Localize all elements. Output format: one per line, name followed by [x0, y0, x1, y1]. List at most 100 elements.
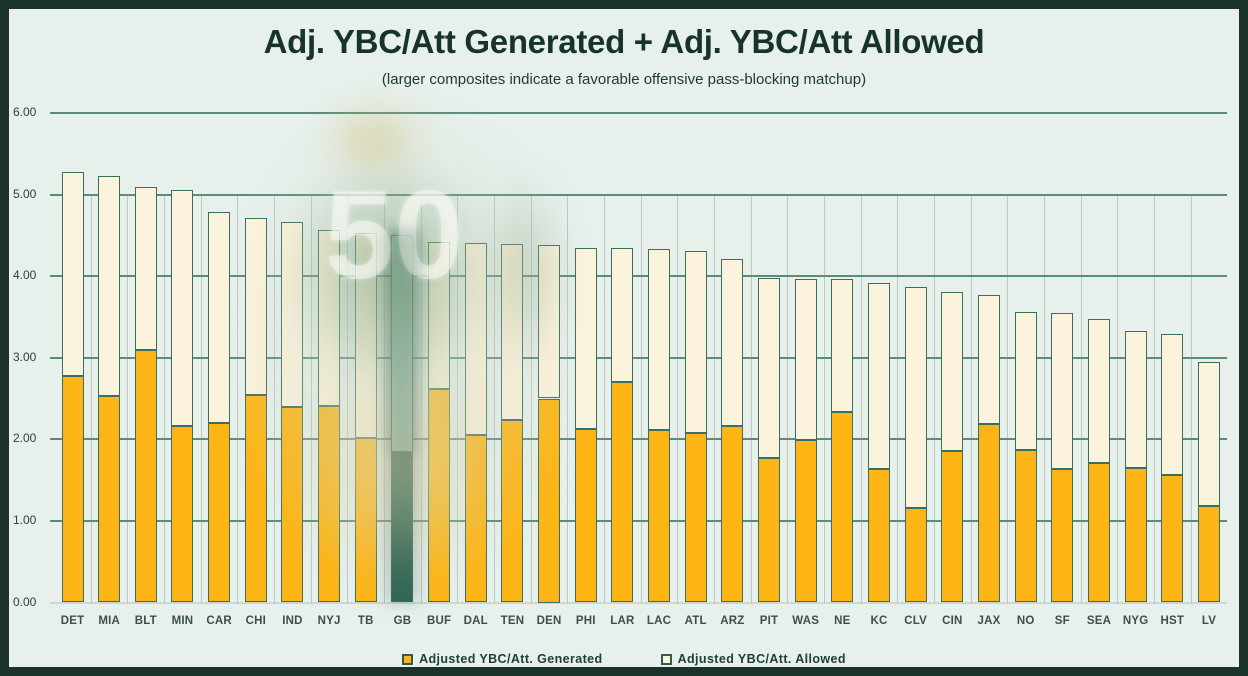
- grid-line: [50, 601, 1227, 604]
- bar-generated-segment: [574, 428, 597, 603]
- x-axis-label: NYG: [1122, 614, 1149, 627]
- bar-allowed-segment: [1124, 330, 1147, 468]
- bar-generated-segment: [318, 405, 341, 603]
- category-separator-line: [347, 194, 349, 603]
- x-axis-label: LV: [1201, 614, 1217, 627]
- y-axis-label: 3.00: [13, 349, 37, 364]
- bar-generated-segment: [501, 419, 524, 603]
- category-separator-line: [90, 194, 92, 603]
- x-axis-label: PIT: [759, 614, 779, 627]
- chart-title: Adj. YBC/Att Generated + Adj. YBC/Att Al…: [263, 23, 985, 60]
- bar-allowed-segment: [61, 172, 84, 376]
- x-axis-label: BUF: [426, 614, 452, 627]
- category-separator-line: [384, 194, 386, 603]
- x-axis-label: NYJ: [317, 614, 341, 627]
- category-separator-line: [164, 194, 166, 603]
- bar-allowed-segment: [831, 279, 854, 412]
- bar-generated-segment: [208, 422, 231, 603]
- category-separator-line: [274, 194, 276, 603]
- bar-allowed-segment-highlight: [391, 235, 414, 453]
- bar-allowed-segment: [904, 286, 927, 508]
- category-separator-line: [897, 194, 899, 603]
- bar-generated-segment: [281, 406, 304, 603]
- x-axis-label: DEN: [536, 614, 562, 627]
- bar-allowed-segment: [538, 245, 561, 399]
- y-axis-label: 0.00: [13, 594, 37, 609]
- bar-generated-segment: [354, 437, 377, 603]
- bar-generated-segment: [538, 398, 561, 603]
- bar-generated-segment: [61, 375, 84, 603]
- x-axis-label: CHI: [245, 614, 266, 627]
- x-axis-label: NO: [1016, 614, 1035, 627]
- legend-item-generated: Adjusted YBC/Att. Generated: [402, 652, 603, 666]
- x-axis-label: PHI: [575, 614, 596, 627]
- bar-generated-segment: [904, 507, 927, 603]
- category-separator-line: [750, 194, 752, 603]
- bar-generated-segment: [1161, 475, 1184, 603]
- x-axis-label: SEA: [1086, 614, 1112, 627]
- bar-generated-segment: [1051, 469, 1074, 603]
- bar-allowed-segment: [428, 241, 451, 389]
- bar-generated-segment: [868, 469, 891, 603]
- bar-generated-segment: [941, 450, 964, 603]
- legend-item-allowed: Adjusted YBC/Att. Allowed: [660, 652, 846, 666]
- category-separator-line: [127, 194, 129, 603]
- bar-allowed-segment: [318, 229, 341, 406]
- generated-swatch-icon: [402, 653, 414, 665]
- bar-generated-segment: [794, 440, 817, 603]
- category-separator-line: [494, 194, 496, 603]
- y-axis-label: 2.00: [13, 431, 37, 446]
- bar-allowed-segment: [648, 249, 671, 431]
- category-separator-line: [1043, 194, 1045, 603]
- x-axis-label: MIA: [98, 614, 120, 627]
- bar-allowed-segment: [354, 232, 377, 438]
- bar-allowed-segment: [684, 250, 707, 433]
- category-separator-line: [200, 194, 202, 603]
- chart-subtitle: (larger composites indicate a favorable …: [381, 71, 867, 88]
- category-separator-line: [860, 194, 862, 603]
- bar-allowed-segment: [281, 222, 304, 407]
- category-separator-line: [457, 194, 459, 603]
- bar-generated-segment: [978, 423, 1000, 603]
- x-axis-label: KC: [870, 614, 888, 627]
- x-axis-label: NE: [834, 614, 851, 627]
- category-separator-line: [1080, 194, 1082, 603]
- grid-line: [50, 193, 1227, 196]
- x-axis-label: WAS: [792, 614, 820, 627]
- grid-line: [50, 438, 1227, 441]
- category-separator-line: [310, 194, 312, 603]
- x-axis-label: SF: [1054, 614, 1070, 627]
- bar-generated-segment: [428, 388, 451, 603]
- bar-allowed-segment: [1051, 312, 1074, 470]
- bar-generated-segment-highlight: [391, 452, 414, 603]
- y-axis-label: 1.00: [13, 512, 37, 527]
- bar-allowed-segment: [611, 248, 634, 383]
- chart-canvas: 50 Adj. YBC/Att Generated + Adj. YBC/Att…: [9, 9, 1239, 667]
- y-axis-label: 6.00: [13, 104, 37, 119]
- allowed-swatch-icon: [660, 653, 672, 665]
- x-axis-label: TB: [357, 614, 374, 627]
- x-axis-label: DET: [60, 614, 85, 627]
- y-axis-label: 4.00: [13, 268, 37, 283]
- bar-allowed-segment: [574, 247, 597, 429]
- bar-allowed-segment: [1014, 312, 1037, 450]
- y-axis-label: 5.00: [13, 186, 37, 201]
- grid-line: [50, 356, 1227, 359]
- x-axis-label: BLT: [134, 614, 157, 627]
- category-separator-line: [824, 194, 826, 603]
- category-separator-line: [1117, 194, 1119, 603]
- plot-area: 0.00 1.00 2.00 3.00 4.00 5.00 6.00 DET MIA BLT MIN…: [9, 9, 1239, 667]
- bar-allowed-segment: [501, 244, 524, 420]
- x-axis-label: ATL: [684, 614, 707, 627]
- bar-allowed-segment: [134, 187, 157, 351]
- x-axis-label: DAL: [463, 614, 488, 627]
- category-separator-line: [420, 194, 422, 603]
- bar-allowed-segment: [721, 258, 744, 427]
- x-axis-label: CLV: [904, 614, 928, 627]
- legend-label-allowed: Adjusted YBC/Att. Allowed: [677, 652, 846, 666]
- category-separator-line: [714, 194, 716, 603]
- bar-allowed-segment: [978, 294, 1000, 424]
- x-axis-label: HST: [1160, 614, 1185, 627]
- bar-allowed-segment: [1087, 319, 1110, 463]
